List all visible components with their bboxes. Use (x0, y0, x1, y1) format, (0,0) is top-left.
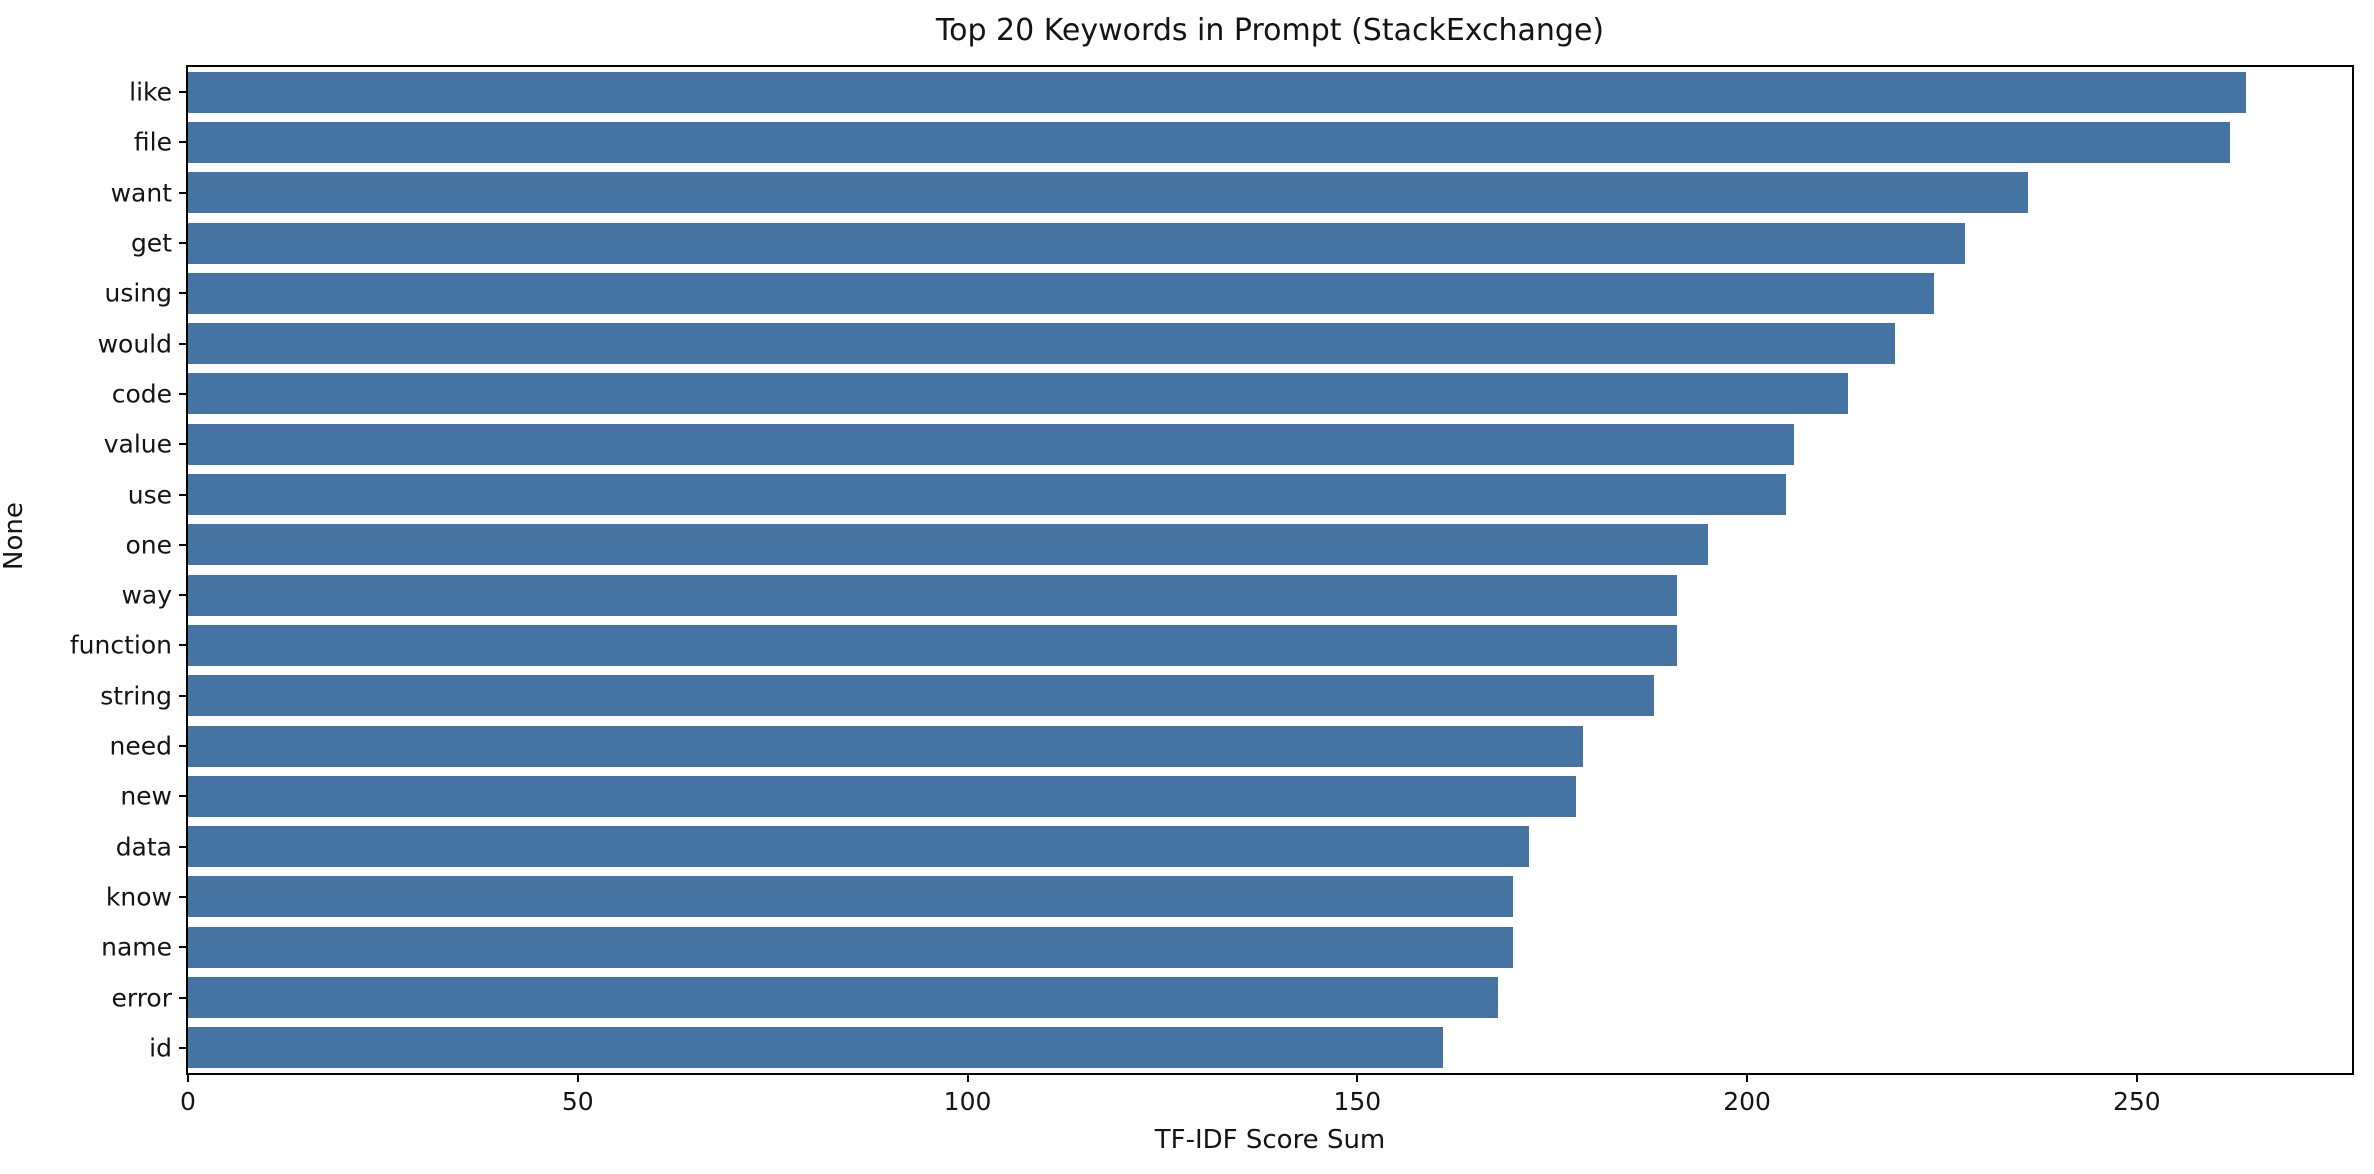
bar-row-want (188, 168, 2352, 218)
x-tick-mark-200 (1746, 1073, 1749, 1082)
y-tick-mark-error (179, 996, 188, 999)
bar-row-like (188, 67, 2352, 117)
y-axis-label: None (0, 502, 29, 570)
x-tick-label-0: 0 (180, 1087, 196, 1116)
y-tick-mark-like (179, 91, 188, 94)
y-tick-label-code: code (111, 379, 172, 409)
bar-want (188, 172, 2028, 214)
y-tick-mark-function (179, 644, 188, 647)
y-tick-label-file: file (133, 127, 172, 157)
y-tick-label-function: function (69, 630, 172, 660)
y-tick-label-new: new (120, 781, 172, 811)
bar-row-file (188, 117, 2352, 167)
bar-data (188, 826, 1529, 868)
bar-row-error (188, 972, 2352, 1022)
bar-row-would (188, 319, 2352, 369)
x-axis-label: TF-IDF Score Sum (1154, 1125, 1386, 1155)
y-tick-mark-need (179, 745, 188, 748)
y-tick-mark-value (179, 443, 188, 446)
y-tick-mark-name (179, 946, 188, 949)
bar-row-string (188, 671, 2352, 721)
y-tick-label-error: error (111, 983, 172, 1013)
bar-row-get (188, 218, 2352, 268)
bar-row-data (188, 822, 2352, 872)
x-tick-label-50: 50 (561, 1087, 594, 1116)
bar-get (188, 222, 1966, 264)
y-tick-label-one: one (125, 530, 172, 560)
bar-error (188, 977, 1498, 1019)
y-tick-mark-string (179, 694, 188, 697)
x-tick-label-100: 100 (943, 1087, 992, 1116)
y-tick-mark-would (179, 342, 188, 345)
bar-row-use (188, 469, 2352, 519)
plot-area: like file want get using would code value use one… (70, 65, 2354, 1116)
bar-way (188, 574, 1677, 616)
x-tick-mark-150 (1356, 1073, 1359, 1082)
bar-string (188, 675, 1654, 717)
y-tick-label-id: id (149, 1033, 172, 1063)
y-tick-label-string: string (100, 681, 172, 711)
y-tick-mark-id (179, 1046, 188, 1049)
bar-new (188, 775, 1576, 817)
y-tick-mark-data (179, 845, 188, 848)
y-tick-label-like: like (129, 77, 172, 107)
y-tick-mark-use (179, 493, 188, 496)
y-tick-label-would: would (97, 329, 172, 359)
bar-value (188, 423, 1794, 465)
x-tick-mark-0 (187, 1073, 189, 1082)
bar-id (188, 1027, 1444, 1069)
bar-know (188, 876, 1514, 918)
y-tick-mark-get (179, 242, 188, 245)
y-tick-label-value: value (103, 429, 172, 459)
y-tick-label-using: using (104, 278, 172, 308)
y-tick-label-data: data (115, 832, 172, 862)
y-tick-label-know: know (105, 882, 172, 912)
bar-row-name (188, 922, 2352, 972)
x-tick-label-250: 250 (2112, 1087, 2161, 1116)
x-tick-label-150: 150 (1333, 1087, 1382, 1116)
bar-like (188, 71, 2246, 113)
y-tick-mark-way (179, 594, 188, 597)
bar-name (188, 926, 1514, 968)
x-tick-label-200: 200 (1723, 1087, 1771, 1116)
bar-row-function (188, 620, 2352, 670)
bar-row-using (188, 268, 2352, 318)
x-tick-mark-100 (966, 1073, 969, 1082)
bar-file (188, 121, 2231, 163)
y-tick-label-use: use (127, 480, 172, 510)
bar-row-code (188, 369, 2352, 419)
bar-code (188, 373, 1849, 415)
bar-row-need (188, 721, 2352, 771)
y-tick-mark-using (179, 292, 188, 295)
bar-need (188, 725, 1584, 767)
y-tick-mark-code (179, 392, 188, 395)
bar-row-know (188, 872, 2352, 922)
bar-row-new (188, 771, 2352, 821)
y-tick-mark-file (179, 141, 188, 144)
y-tick-label-way: way (121, 580, 172, 610)
y-tick-mark-new (179, 795, 188, 798)
x-tick-mark-50 (576, 1073, 579, 1082)
bar-would (188, 323, 1896, 365)
y-tick-mark-know (179, 895, 188, 898)
bar-row-one (188, 520, 2352, 570)
bar-row-id (188, 1023, 2352, 1073)
chart-title: Top 20 Keywords in Prompt (StackExchange… (935, 13, 1605, 48)
y-tick-label-want: want (110, 178, 172, 208)
bar-use (188, 474, 1787, 516)
bar-one (188, 524, 1709, 566)
x-tick-mark-250 (2135, 1073, 2138, 1082)
y-tick-mark-want (179, 191, 188, 194)
y-tick-mark-one (179, 543, 188, 546)
bar-function (188, 624, 1677, 666)
y-tick-label-get: get (130, 228, 172, 258)
bar-row-way (188, 570, 2352, 620)
bar-row-value (188, 419, 2352, 469)
y-tick-label-name: name (101, 932, 172, 962)
bar-using (188, 272, 1935, 314)
y-tick-label-need: need (109, 731, 172, 761)
